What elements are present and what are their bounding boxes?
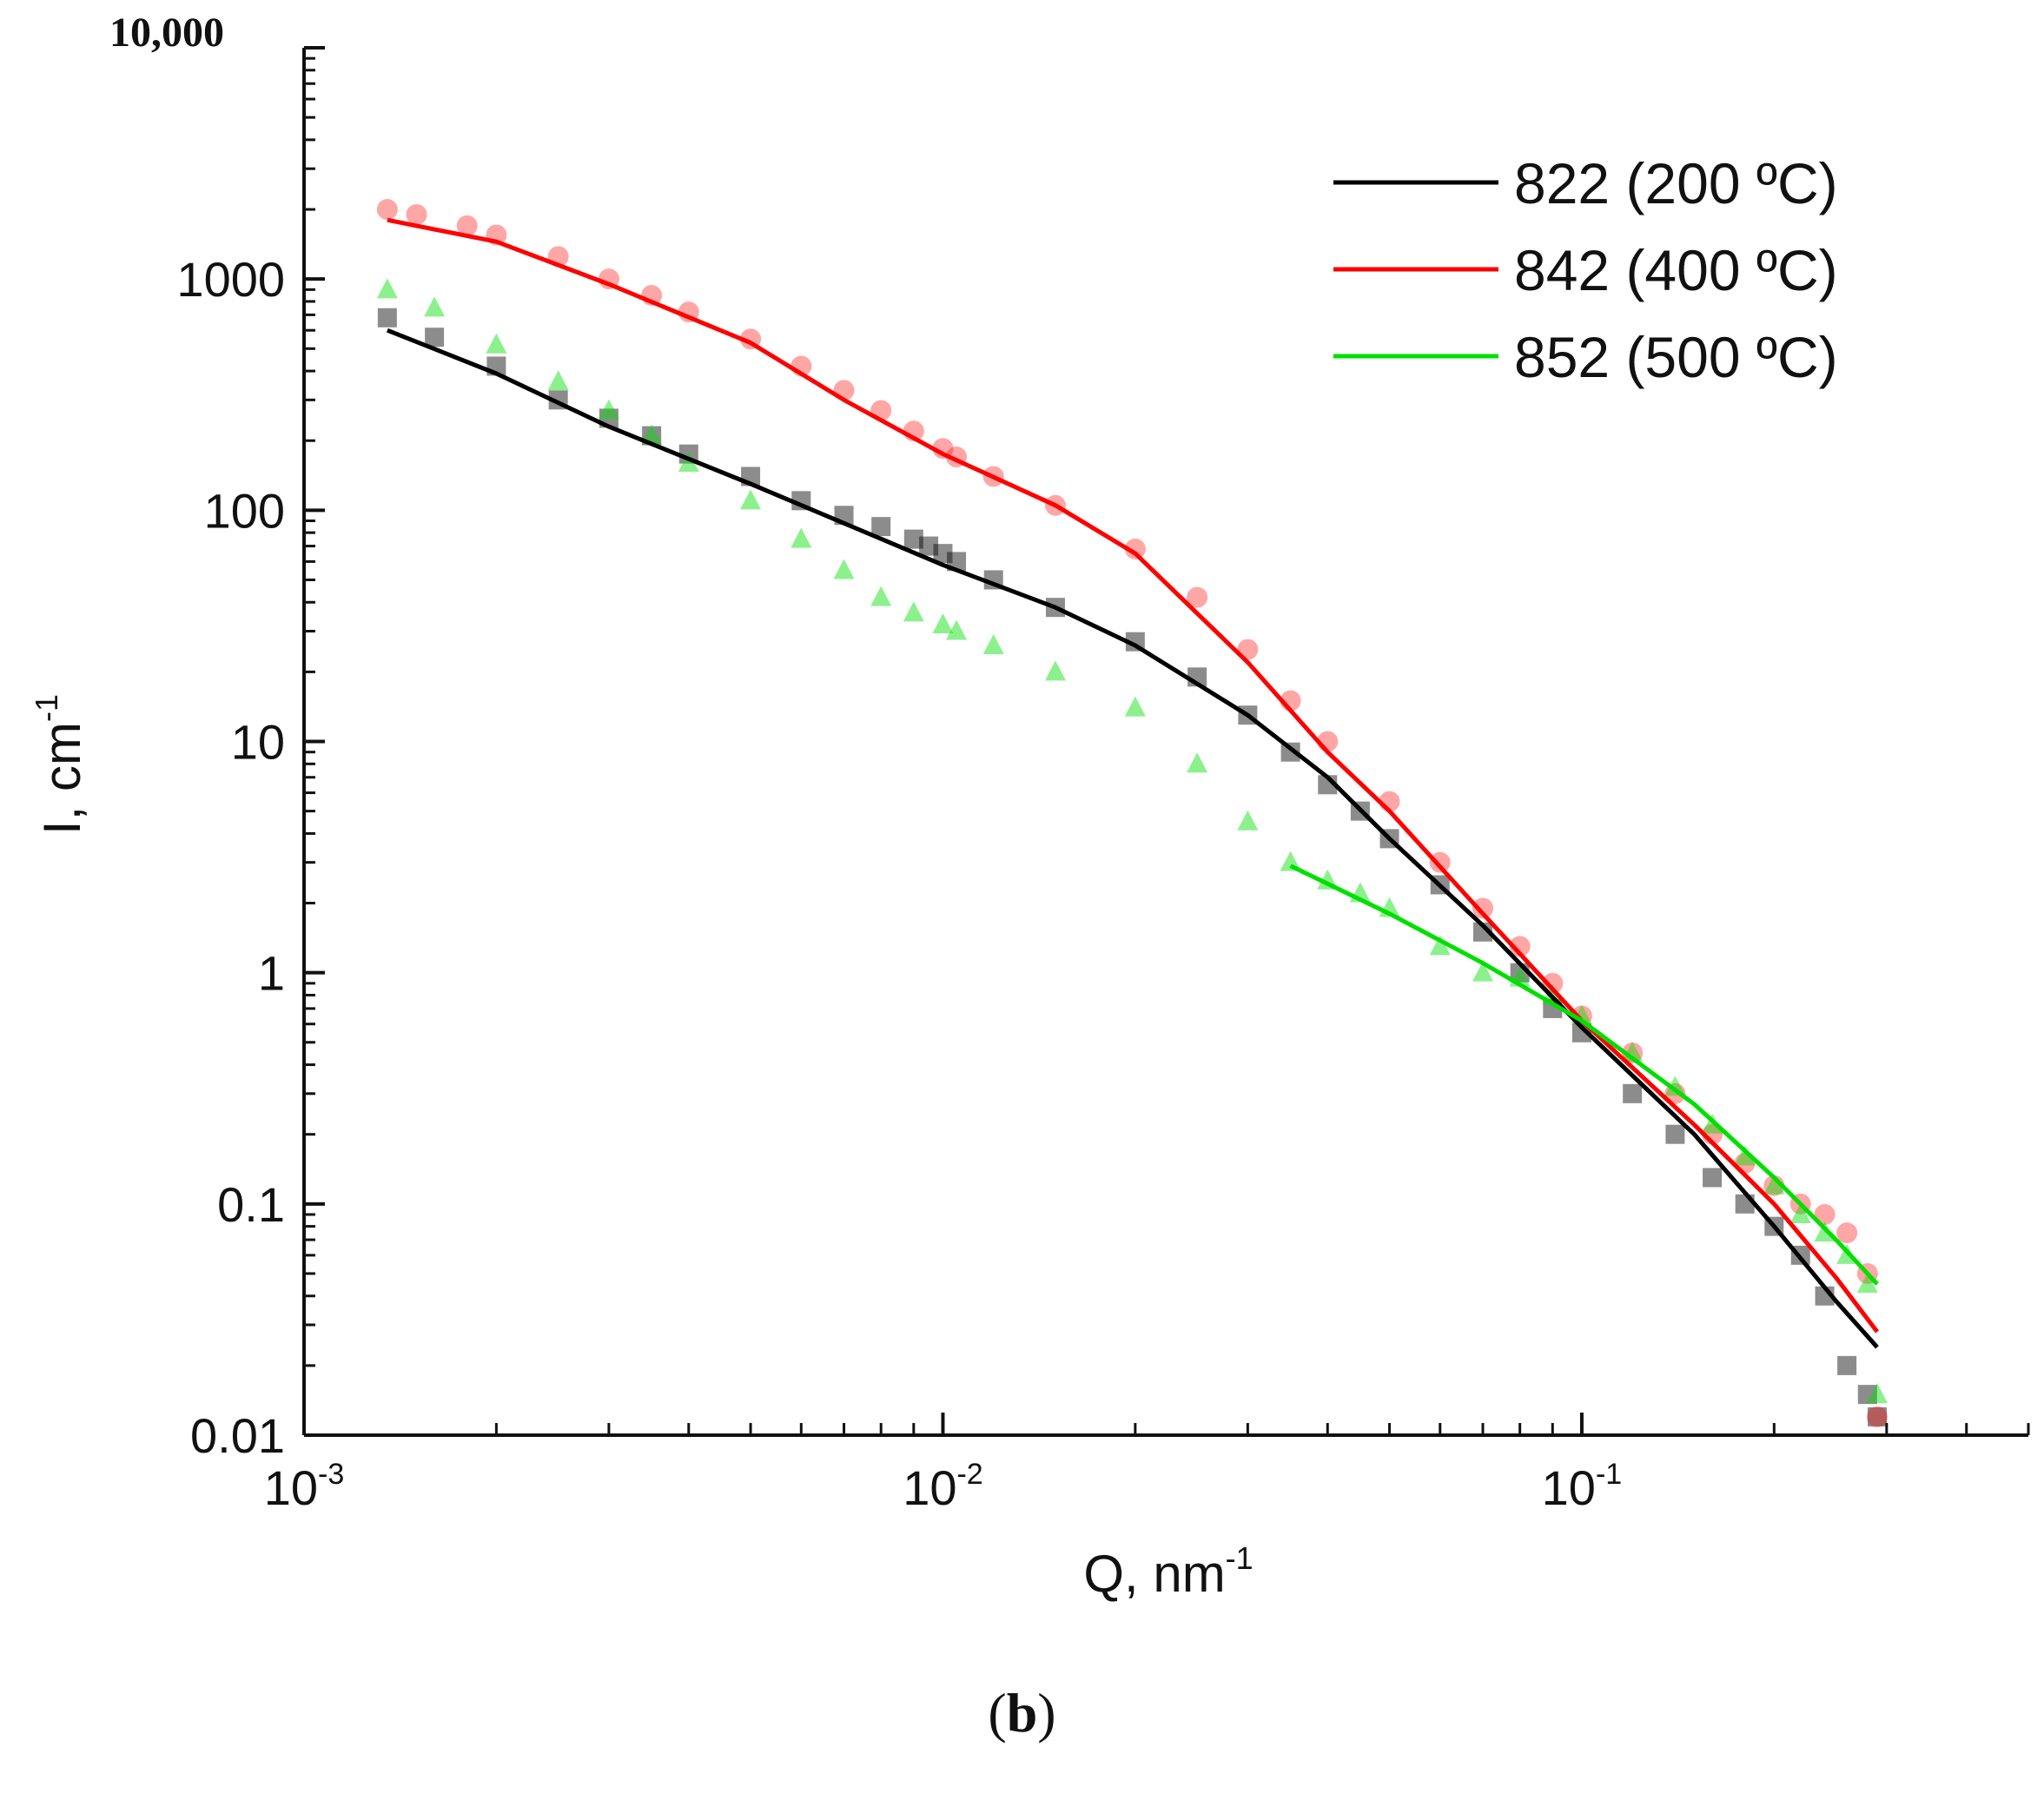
data-point bbox=[456, 215, 478, 236]
y-axis-label-main: I, cm bbox=[33, 722, 91, 835]
data-point bbox=[1856, 1273, 1878, 1294]
panel-caption: (b) bbox=[0, 1681, 2044, 1745]
y-tick-label: 0.1 bbox=[217, 1177, 285, 1232]
data-point bbox=[1044, 660, 1066, 681]
fit-line-1 bbox=[387, 217, 1879, 1334]
panel-caption-letter: b bbox=[1006, 1682, 1038, 1744]
data-point bbox=[740, 489, 762, 510]
data-point bbox=[1429, 851, 1451, 873]
legend: 822 (200 ºC) 842 (400 ºC) 852 (500 ºC) bbox=[1333, 151, 1838, 389]
y-tick-label: 0.01 bbox=[190, 1408, 285, 1463]
data-point bbox=[903, 529, 923, 549]
data-point bbox=[641, 424, 663, 445]
data-point bbox=[1124, 538, 1146, 559]
x-tick-label: 10-3 bbox=[264, 1458, 345, 1515]
y-tick-label: 10,000 bbox=[109, 10, 224, 56]
data-point bbox=[790, 527, 812, 548]
data-point bbox=[1763, 1174, 1785, 1195]
data-point bbox=[1703, 1168, 1723, 1188]
data-point bbox=[1857, 1385, 1877, 1405]
data-point bbox=[1187, 586, 1208, 608]
legend-label-1: 842 (400 ºC) bbox=[1514, 238, 1838, 302]
data-point bbox=[376, 278, 398, 299]
legend-label-2: 852 (500 ºC) bbox=[1514, 325, 1838, 389]
data-point bbox=[1814, 1204, 1836, 1226]
data-point bbox=[1789, 1203, 1811, 1224]
x-axis-label-main: Q, nm bbox=[1083, 1545, 1225, 1603]
data-point bbox=[1623, 1083, 1643, 1103]
data-point bbox=[932, 613, 954, 634]
data-point bbox=[1473, 922, 1493, 942]
data-point bbox=[903, 601, 924, 622]
data-point bbox=[919, 536, 939, 556]
data-point bbox=[406, 203, 427, 225]
data-point bbox=[1837, 1355, 1857, 1375]
y-tick-label: 10 bbox=[231, 715, 285, 770]
x-tick-label: 10-1 bbox=[1542, 1458, 1623, 1515]
panel-caption-close: ) bbox=[1037, 1682, 1056, 1744]
data-point bbox=[1124, 696, 1146, 717]
x-axis-label: Q, nm-1 bbox=[1083, 1540, 1253, 1603]
data-point bbox=[1868, 1407, 1888, 1426]
x-tick-labels: 10-3 10-2 10-1 bbox=[264, 1458, 1622, 1515]
y-tick-labels: 0.01 0.1 1 10 100 1000 10,000 bbox=[109, 10, 285, 1463]
data-point bbox=[1836, 1222, 1858, 1244]
series-points-2 bbox=[376, 278, 1889, 1404]
y-axis-label-sup: -1 bbox=[29, 694, 64, 722]
data-point bbox=[1867, 1383, 1889, 1404]
data-point bbox=[1187, 752, 1208, 773]
data-point bbox=[377, 308, 397, 328]
data-point bbox=[1665, 1124, 1685, 1144]
data-point bbox=[1664, 1076, 1686, 1096]
data-point bbox=[376, 199, 398, 221]
data-point bbox=[1867, 1406, 1889, 1427]
data-point bbox=[598, 399, 619, 420]
data-point bbox=[1622, 1042, 1644, 1063]
data-point bbox=[946, 619, 968, 640]
ticks-layer bbox=[302, 46, 2030, 1437]
data-point bbox=[982, 634, 1004, 655]
data-point bbox=[1237, 810, 1259, 831]
x-axis-label-sup: -1 bbox=[1226, 1540, 1254, 1576]
y-tick-label: 100 bbox=[204, 483, 285, 538]
fit-lines-layer bbox=[386, 217, 1879, 1349]
legend-label-0: 822 (200 ºC) bbox=[1514, 151, 1838, 215]
data-point bbox=[1509, 936, 1531, 957]
data-point bbox=[1542, 972, 1564, 994]
data-point bbox=[870, 586, 892, 606]
y-tick-label: 1 bbox=[258, 946, 285, 1001]
fit-line-0 bbox=[386, 328, 1879, 1349]
y-tick-label: 1000 bbox=[176, 252, 285, 307]
fit-line-2 bbox=[1289, 864, 1879, 1286]
data-point bbox=[1472, 961, 1494, 982]
x-tick-label: 10-2 bbox=[903, 1458, 983, 1515]
data-point bbox=[1429, 935, 1451, 956]
data-point bbox=[932, 438, 954, 460]
data-point bbox=[1472, 897, 1494, 919]
data-point bbox=[486, 333, 507, 354]
data-point bbox=[871, 517, 891, 537]
data-point bbox=[1734, 1145, 1756, 1166]
panel-caption-open: ( bbox=[988, 1682, 1007, 1744]
data-point bbox=[933, 544, 953, 564]
data-point bbox=[425, 328, 445, 348]
series-points-0 bbox=[377, 308, 1888, 1426]
y-axis-label: I, cm-1 bbox=[29, 694, 91, 835]
data-point bbox=[678, 452, 699, 473]
data-point bbox=[424, 296, 446, 317]
data-point bbox=[833, 559, 855, 579]
data-point bbox=[547, 370, 569, 391]
